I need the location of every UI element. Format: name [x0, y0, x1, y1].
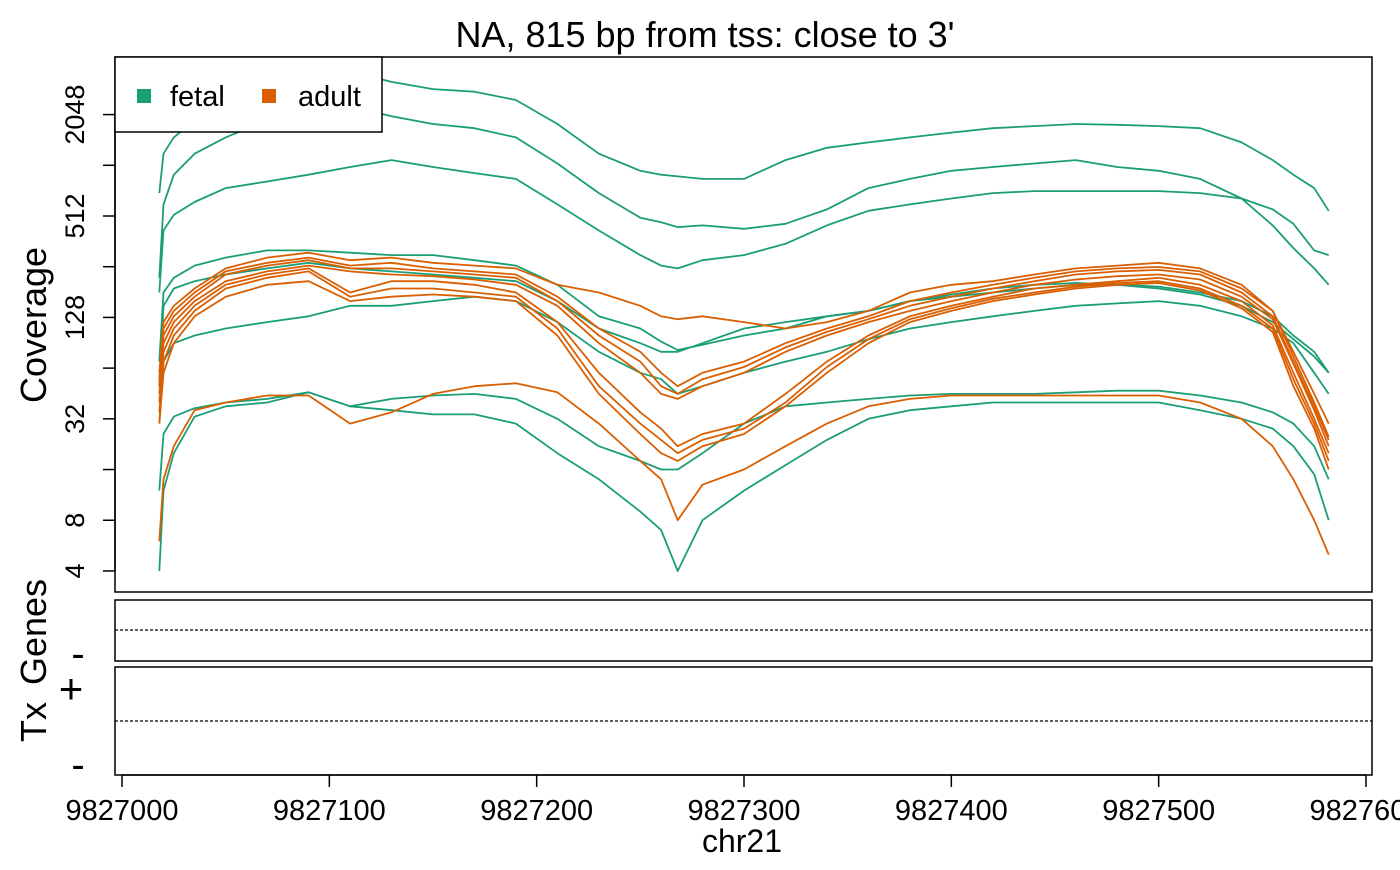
legend-swatch-adult [262, 89, 276, 103]
legend-label-adult: adult [298, 81, 361, 113]
genes-panel-label: Genes [13, 579, 54, 685]
x-tick-label: 9827300 [688, 795, 801, 827]
x-tick-label: 9827200 [480, 795, 593, 827]
genes-minus-strand-label: - [71, 632, 84, 676]
tx-panel-frame [114, 666, 1373, 776]
series-line-adult-7 [158, 280, 1330, 470]
chart-title: NA, 815 bp from tss: close to 3' [455, 14, 954, 55]
genes-panel: Genes - [13, 579, 1373, 685]
series-line-fetal-5 [158, 261, 1330, 387]
legend-swatch-fetal [137, 89, 151, 103]
legend-label-fetal: fetal [170, 81, 225, 113]
y-tick-label: 4 [60, 563, 90, 578]
y-tick-label: 2048 [60, 85, 90, 145]
coverage-plot-frame [114, 56, 1373, 593]
y-axis-label: Coverage [13, 247, 54, 403]
y-tick-label: 128 [60, 295, 90, 340]
series-line-fetal-4 [158, 249, 1330, 374]
x-tick-label: 9827000 [66, 795, 179, 827]
legend-box [114, 56, 383, 133]
coverage-lines [158, 66, 1330, 572]
series-line-adult-6 [158, 270, 1330, 462]
series-line-adult-3 [158, 259, 1330, 441]
tx-panel: Tx + - [13, 665, 1373, 787]
series-line-adult-5 [158, 267, 1330, 454]
y-tick-label: 8 [60, 513, 90, 528]
series-line-adult-2 [158, 256, 1330, 438]
x-axis-label: chr21 [702, 823, 782, 859]
series-line-adult-4 [158, 264, 1330, 447]
tx-minus-strand-label: - [71, 743, 84, 787]
x-tick-label: 9827400 [895, 795, 1008, 827]
x-tick-label: 9827600 [1310, 795, 1400, 827]
legend: fetal adult [114, 56, 383, 133]
series-line-adult-1 [158, 251, 1330, 424]
tx-plus-strand-label: + [59, 665, 84, 712]
y-axis: 4 8 32 128 512 2048 [60, 85, 116, 578]
x-axis: 9827000 9827100 9827200 9827300 9827400 98275… [66, 774, 1400, 827]
series-line-fetal-8 [158, 391, 1330, 572]
y-tick-label: 512 [60, 193, 90, 238]
y-tick-label: 32 [60, 404, 90, 434]
series-line-fetal-3 [158, 159, 1329, 293]
x-tick-label: 9827500 [1102, 795, 1215, 827]
series-line-fetal-7 [158, 389, 1330, 491]
series-line-fetal-6 [158, 295, 1330, 424]
x-tick-label: 9827100 [273, 795, 386, 827]
series-line-adult-8 [158, 382, 1330, 555]
tx-panel-label: Tx [13, 702, 54, 742]
genes-panel-frame [114, 599, 1373, 662]
